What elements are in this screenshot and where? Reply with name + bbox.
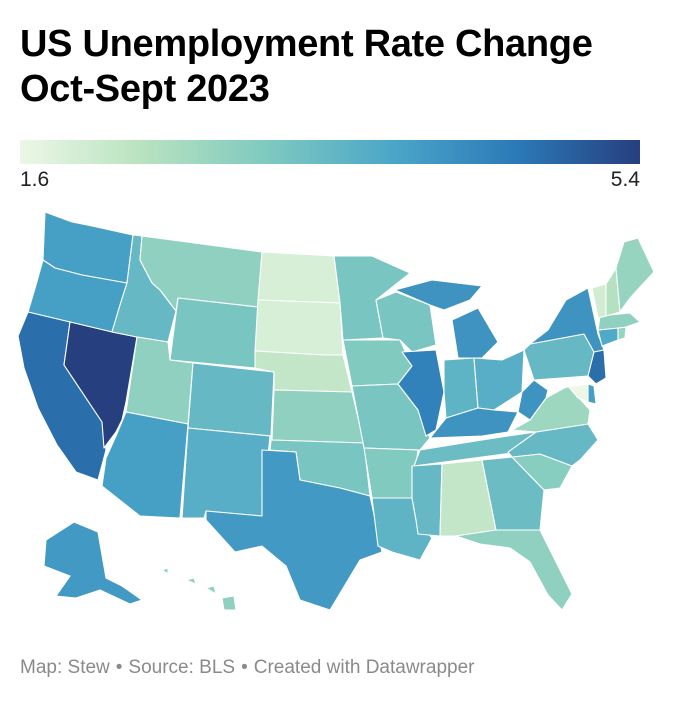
state-DE[interactable] xyxy=(587,383,597,405)
state-MI[interactable] xyxy=(394,279,499,359)
state-AZ[interactable] xyxy=(101,411,189,519)
state-KS[interactable] xyxy=(271,389,365,444)
state-NM[interactable] xyxy=(181,427,271,519)
state-NJ[interactable] xyxy=(587,349,607,385)
state-KY[interactable] xyxy=(429,407,519,439)
state-AK[interactable] xyxy=(43,521,143,605)
state-SD[interactable] xyxy=(254,299,344,356)
footer-separator: • xyxy=(115,657,123,678)
us-states-map xyxy=(17,211,655,611)
datawrapper-link[interactable]: Created with Datawrapper xyxy=(253,657,475,678)
legend-max-label: 5.4 xyxy=(610,168,640,191)
state-RI[interactable] xyxy=(617,326,627,341)
state-MA[interactable] xyxy=(597,312,641,331)
legend-min-label: 1.6 xyxy=(20,168,50,191)
footer-credits: Map: Stew • Source: BLS • Created with Dataw… xyxy=(20,657,474,679)
state-CO[interactable] xyxy=(187,362,275,437)
state-VT[interactable] xyxy=(591,283,607,319)
state-AR[interactable] xyxy=(363,447,419,499)
state-OH[interactable] xyxy=(473,349,525,411)
state-NY[interactable] xyxy=(529,287,605,353)
legend-gradient-bar xyxy=(20,140,640,164)
state-WI[interactable] xyxy=(375,291,437,353)
state-IL[interactable] xyxy=(397,349,445,437)
state-MS[interactable] xyxy=(411,463,443,537)
state-CT[interactable] xyxy=(597,327,619,347)
state-MD[interactable] xyxy=(547,383,589,403)
state-FL[interactable] xyxy=(455,529,573,611)
map-credit: Map: Stew xyxy=(20,657,110,678)
source-credit: Source: BLS xyxy=(128,657,236,678)
legend-labels: 1.6 5.4 xyxy=(20,168,640,192)
state-TX[interactable] xyxy=(205,449,383,611)
title-line-1: US Unemployment Rate Change xyxy=(20,23,593,65)
chart-title: US Unemployment Rate Change Oct-Sept 202… xyxy=(20,22,660,112)
state-ME[interactable] xyxy=(615,237,655,313)
state-HI[interactable] xyxy=(161,567,237,611)
state-WY[interactable] xyxy=(169,297,259,369)
title-line-2: Oct-Sept 2023 xyxy=(20,68,270,110)
color-legend: 1.6 5.4 xyxy=(20,140,640,192)
state-GA[interactable] xyxy=(481,456,545,531)
footer-separator: • xyxy=(241,657,248,678)
state-IN[interactable] xyxy=(443,357,479,419)
state-ND[interactable] xyxy=(257,251,341,304)
